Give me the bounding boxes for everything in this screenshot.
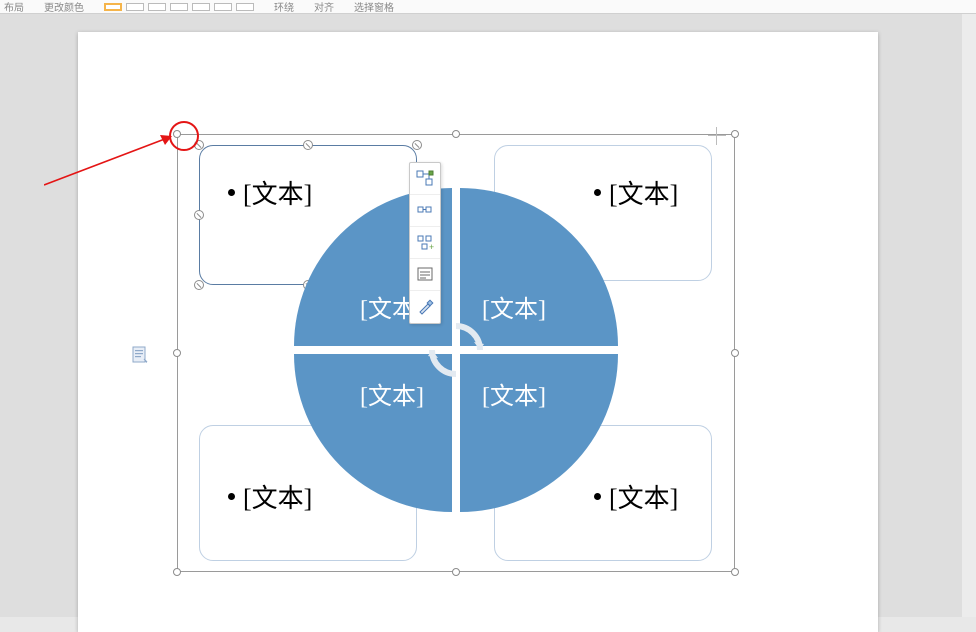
mini-textpane-icon[interactable] bbox=[410, 259, 440, 291]
ribbon-align-label: 对齐 bbox=[314, 0, 334, 14]
shape-handle[interactable] bbox=[412, 140, 422, 150]
mini-layout-icon[interactable] bbox=[410, 163, 440, 195]
resize-handle-tl[interactable] bbox=[173, 130, 181, 138]
vertical-scrollbar[interactable] bbox=[962, 14, 976, 617]
resize-handle-bm[interactable] bbox=[452, 568, 460, 576]
resize-handle-mr[interactable] bbox=[731, 349, 739, 357]
resize-handle-bl[interactable] bbox=[173, 568, 181, 576]
mini-addshape-icon[interactable]: + bbox=[410, 227, 440, 259]
smartart-mini-toolbar[interactable]: + bbox=[409, 162, 441, 324]
quad-tr-label: [文本] bbox=[482, 289, 546, 324]
resize-handle-tm[interactable] bbox=[452, 130, 460, 138]
quad-br-label: [文本] bbox=[482, 376, 546, 411]
resize-handle-tr[interactable] bbox=[731, 130, 739, 138]
bullet-icon bbox=[228, 189, 235, 196]
ribbon-color-label: 更改颜色 bbox=[44, 0, 84, 14]
ribbon-layout-label: 布局 bbox=[4, 0, 24, 14]
shape-handle[interactable] bbox=[303, 140, 313, 150]
mini-formatpainter-icon[interactable] bbox=[410, 291, 440, 323]
ribbon-style-gallery[interactable] bbox=[104, 3, 254, 11]
cycle-arrows-icon bbox=[426, 320, 486, 380]
svg-text:+: + bbox=[429, 242, 434, 252]
shape-handle[interactable] bbox=[194, 280, 204, 290]
resize-handle-ml[interactable] bbox=[173, 349, 181, 357]
quad-bl-label: [文本] bbox=[360, 376, 424, 411]
ribbon-select-label: 选择窗格 bbox=[354, 0, 394, 14]
ribbon-env-label: 环绕 bbox=[274, 0, 294, 14]
bullet-icon bbox=[228, 493, 235, 500]
shape-handle[interactable] bbox=[194, 210, 204, 220]
ribbon: 布局 更改颜色 环绕 对齐 选择窗格 bbox=[0, 0, 976, 14]
workspace: [文本] [文本] [文本] [文本] [文本] [文本] [文本] [文本] bbox=[0, 14, 976, 617]
box-br-label: [文本] bbox=[609, 478, 678, 515]
box-tr-label: [文本] bbox=[609, 174, 678, 211]
shape-handle[interactable] bbox=[194, 140, 204, 150]
smartart-matrix[interactable]: [文本] [文本] [文本] [文本] bbox=[294, 188, 618, 512]
resize-handle-br[interactable] bbox=[731, 568, 739, 576]
mini-shape-icon[interactable] bbox=[410, 195, 440, 227]
page-options-icon[interactable] bbox=[132, 346, 148, 364]
